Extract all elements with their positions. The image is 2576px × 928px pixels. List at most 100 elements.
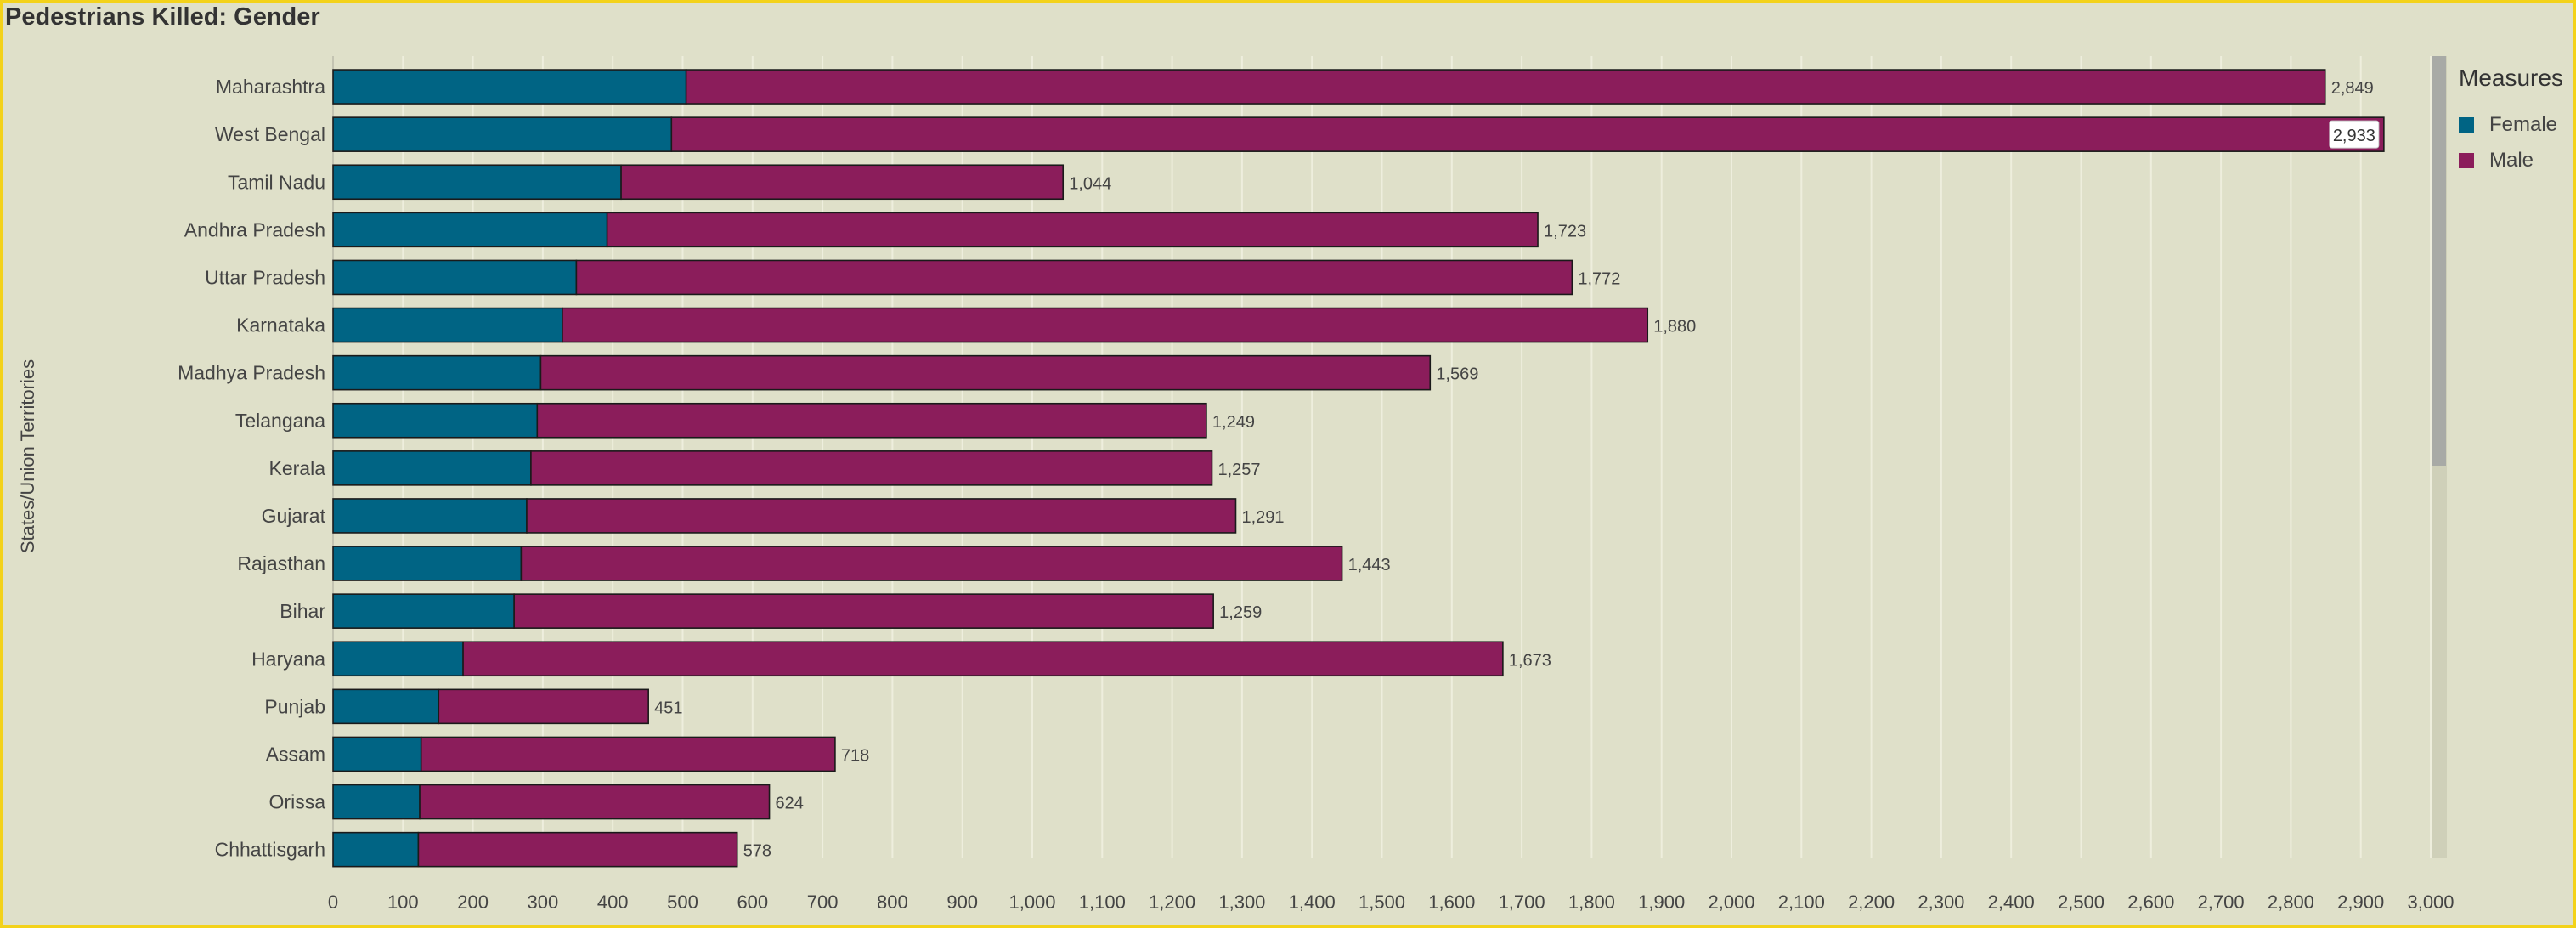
category-label: Kerala [269, 457, 326, 479]
bar-male[interactable] [420, 736, 836, 772]
bar-male[interactable] [530, 450, 1213, 486]
bar-male[interactable] [417, 831, 738, 868]
category-label: Orissa [269, 791, 326, 813]
legend-swatch-male [2459, 153, 2474, 168]
x-tick-label: 800 [877, 891, 908, 913]
scrollbar-thumb[interactable] [2432, 56, 2446, 466]
x-tick-label: 2,200 [1848, 891, 1895, 913]
data-label: 718 [841, 746, 869, 765]
x-tick-label: 3,000 [2407, 891, 2454, 913]
legend-item-male[interactable]: Male [2459, 143, 2563, 178]
bar-female[interactable] [332, 641, 464, 677]
bar-female[interactable] [332, 116, 673, 152]
bar-male[interactable] [520, 546, 1343, 581]
bar-female[interactable] [332, 259, 578, 296]
x-tick-label: 1,500 [1359, 891, 1405, 913]
x-tick-label: 1,700 [1499, 891, 1545, 913]
bar-male[interactable] [536, 402, 1207, 439]
category-label: West Bengal [215, 123, 325, 145]
bar-male[interactable] [462, 641, 1504, 677]
bar-male[interactable] [670, 116, 2385, 152]
bar-male[interactable] [419, 784, 771, 820]
bar-male[interactable] [438, 688, 649, 725]
x-tick-label: 2,700 [2198, 891, 2245, 913]
category-label: Assam [266, 743, 325, 765]
data-label: 624 [776, 795, 804, 813]
bar-male[interactable] [539, 354, 1432, 391]
bar-male[interactable] [620, 164, 1065, 201]
x-tick-label: 200 [457, 891, 489, 913]
category-label: Telangana [235, 410, 325, 432]
data-label: 451 [654, 699, 682, 717]
category-label: Haryana [251, 648, 325, 670]
data-label: 1,880 [1653, 318, 1696, 337]
data-label: 1,291 [1241, 508, 1284, 527]
data-label: 1,259 [1219, 603, 1262, 622]
legend-swatch-female [2459, 117, 2474, 133]
legend-label-male: Male [2489, 149, 2534, 172]
legend-item-female[interactable]: Female [2459, 107, 2563, 143]
data-label: 1,569 [1436, 365, 1478, 384]
bar-male[interactable] [606, 212, 1539, 248]
bars [332, 69, 2385, 868]
data-label: 1,723 [1544, 222, 1586, 240]
category-label: Bihar [280, 600, 325, 622]
bar-male[interactable] [513, 593, 1214, 629]
labels: 0 100 200 300 400 500 600 700 800 900 1,000 1,100 1,… [178, 76, 2454, 913]
x-tick-label: 2,300 [1918, 891, 1964, 913]
bar-female[interactable] [332, 164, 622, 201]
x-tick-label: 700 [807, 891, 839, 913]
data-label: 1,249 [1212, 413, 1255, 432]
bar-female[interactable] [332, 498, 528, 534]
x-tick-label: 2,500 [2058, 891, 2104, 913]
bar-female[interactable] [332, 736, 422, 772]
data-label: 1,257 [1218, 461, 1261, 479]
legend-title: Measures [2459, 65, 2563, 91]
bar-male[interactable] [562, 307, 1649, 343]
category-label: Andhra Pradesh [184, 218, 325, 240]
x-tick-label: 2,000 [1708, 891, 1754, 913]
x-tick-label: 2,800 [2268, 891, 2314, 913]
bar-female[interactable] [332, 688, 440, 725]
x-tick-label: 1,000 [1008, 891, 1055, 913]
x-tick-label: 2,400 [1988, 891, 2035, 913]
bar-female[interactable] [332, 212, 608, 248]
bar-male[interactable] [575, 259, 1573, 296]
bar-male[interactable] [685, 69, 2326, 105]
data-label: 1,673 [1509, 651, 1551, 670]
data-label: 2,849 [2331, 79, 2374, 98]
x-tick-label: 1,100 [1079, 891, 1126, 913]
x-tick-label: 300 [528, 891, 559, 913]
x-tick-label: 1,600 [1428, 891, 1475, 913]
bar-female[interactable] [332, 69, 687, 105]
data-label: 1,443 [1348, 556, 1391, 574]
x-tick-label: 900 [946, 891, 978, 913]
category-label: Karnataka [236, 314, 325, 337]
bar-female[interactable] [332, 784, 421, 820]
x-tick-label: 2,100 [1778, 891, 1825, 913]
y-axis-title: States/Union Territories [17, 359, 38, 553]
category-label: Tamil Nadu [228, 171, 325, 193]
data-label: 1,044 [1069, 174, 1111, 193]
bar-female[interactable] [332, 402, 539, 439]
x-tick-label: 400 [597, 891, 629, 913]
bar-female[interactable] [332, 593, 515, 629]
bar-female[interactable] [332, 546, 523, 581]
bar-female[interactable] [332, 450, 532, 486]
bar-male[interactable] [526, 498, 1237, 534]
category-label: Chhattisgarh [215, 839, 325, 861]
category-label: Madhya Pradesh [178, 362, 325, 384]
bar-female[interactable] [332, 307, 563, 343]
chart-title: Pedestrians Killed: Gender [5, 3, 320, 31]
x-tick-label: 0 [328, 891, 338, 913]
category-label: Uttar Pradesh [205, 266, 325, 288]
x-tick-label: 500 [667, 891, 698, 913]
x-tick-label: 2,900 [2337, 891, 2384, 913]
category-label: Punjab [264, 695, 325, 717]
bar-female[interactable] [332, 831, 420, 868]
data-label: 2,933 [2333, 127, 2375, 145]
x-tick-label: 1,900 [1638, 891, 1685, 913]
bar-female[interactable] [332, 354, 542, 391]
